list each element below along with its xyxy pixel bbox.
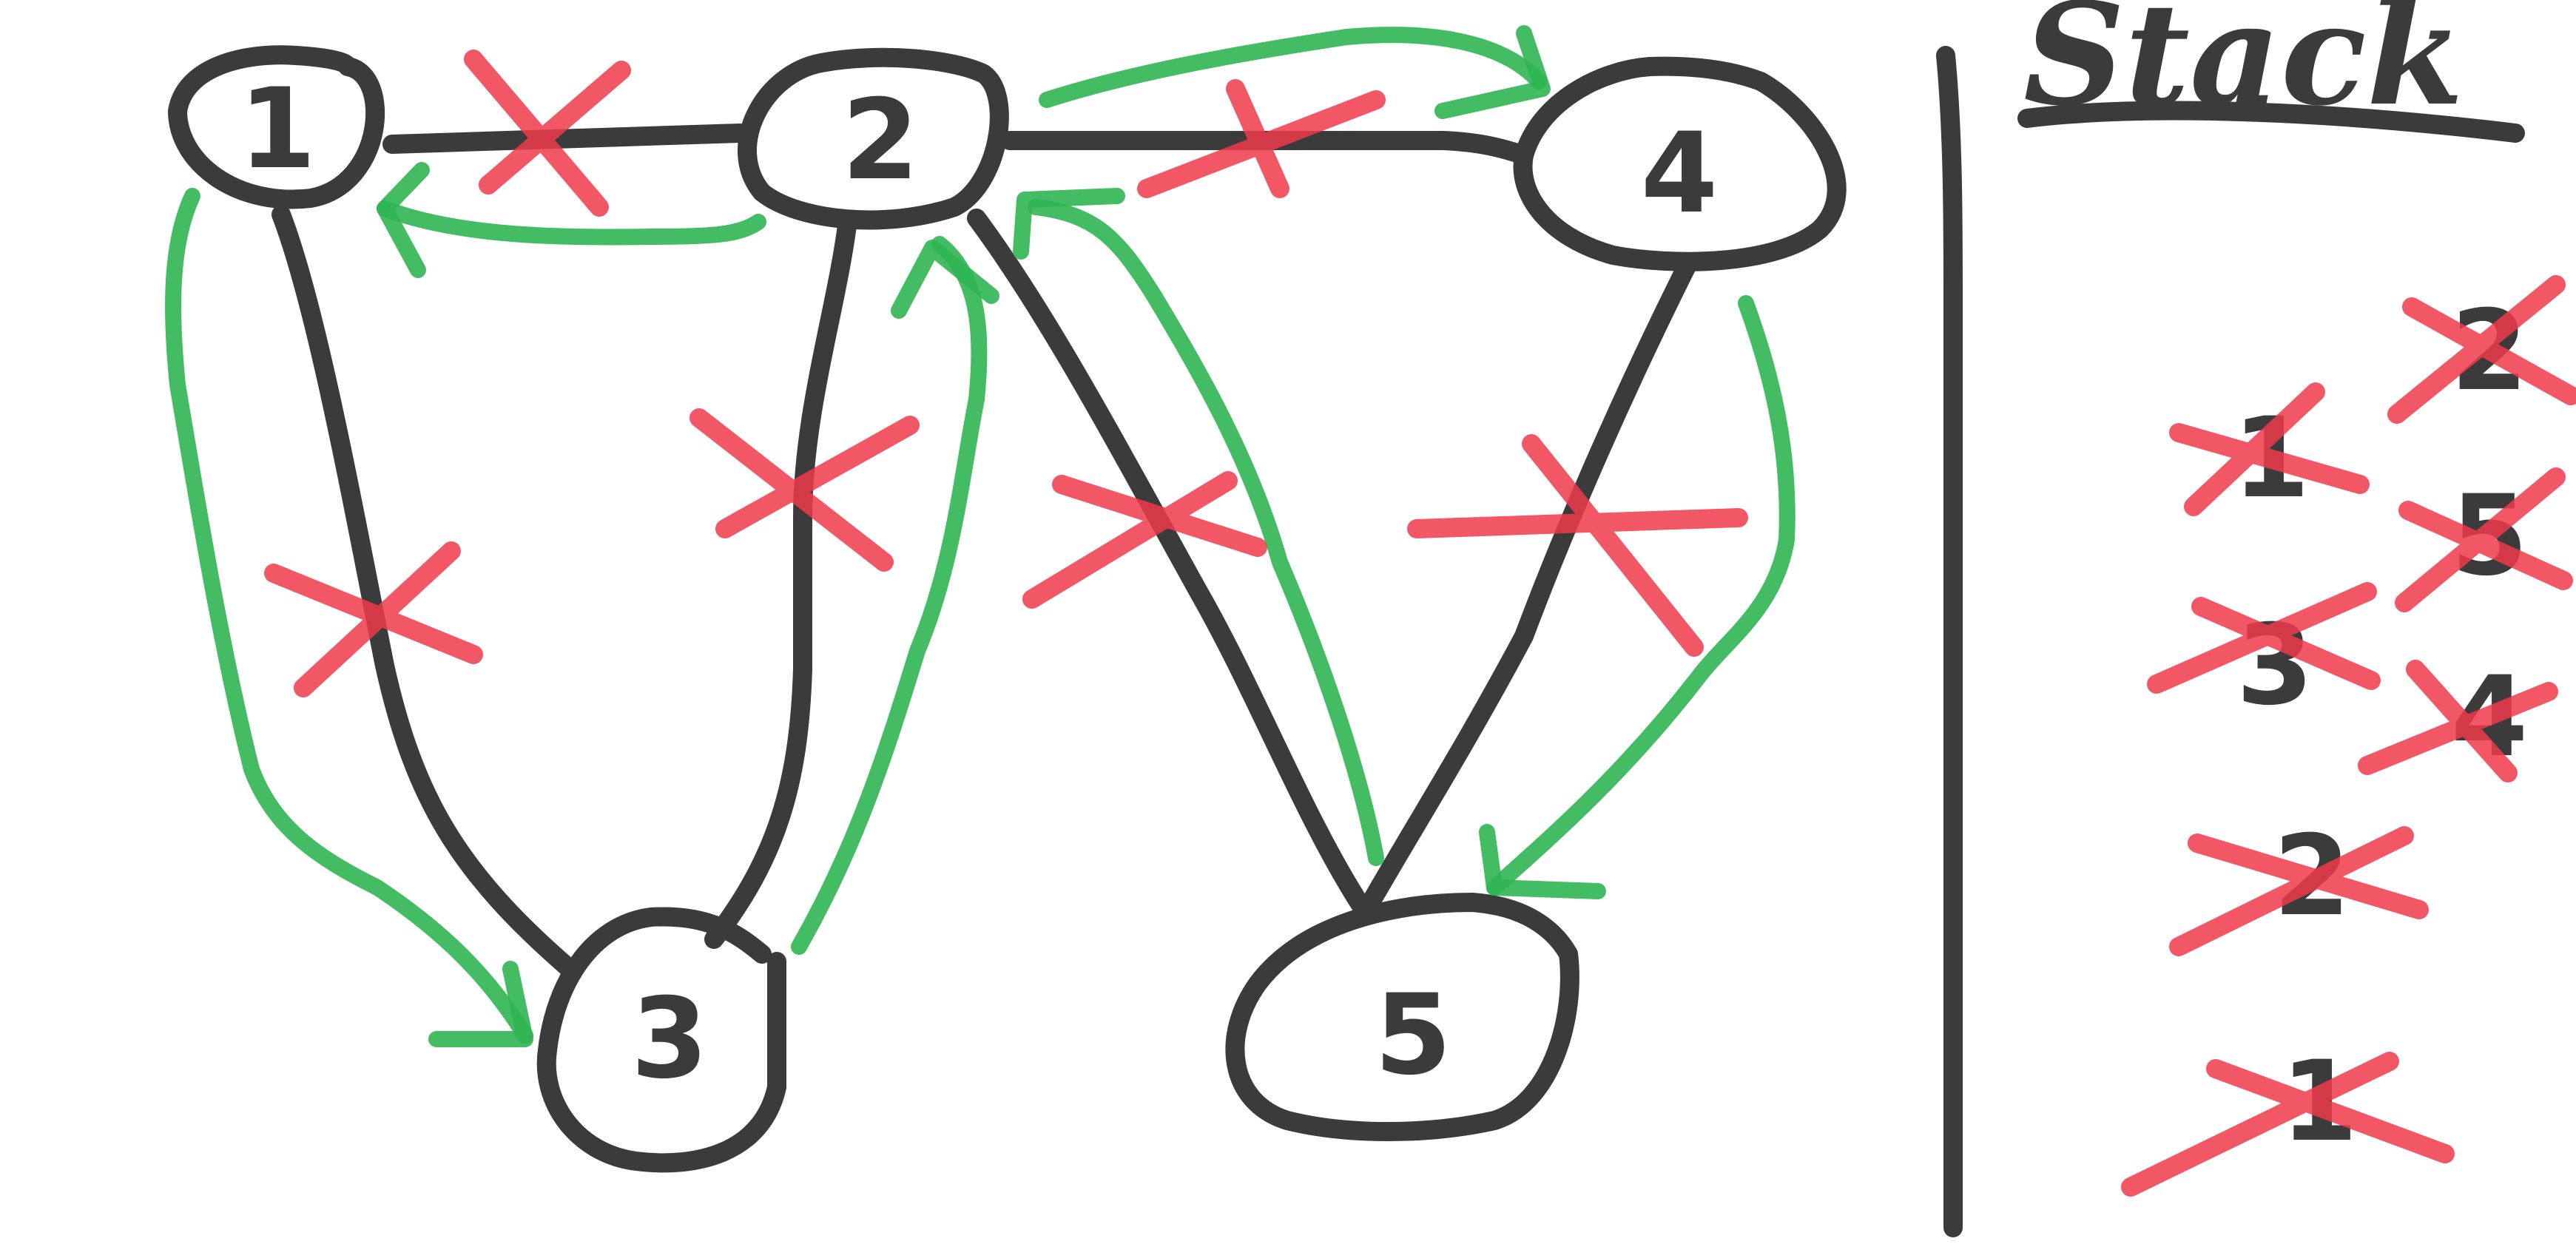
edge-1-3 bbox=[272, 205, 579, 978]
arrow-3-to-2 bbox=[791, 236, 999, 955]
graph-edges bbox=[272, 124, 1696, 978]
cross-edge-2-5 bbox=[1022, 471, 1267, 609]
stack-item-cross bbox=[2395, 467, 2573, 612]
traversal-arrows bbox=[165, 25, 1796, 1047]
cross-edge-1-3 bbox=[264, 541, 483, 697]
stack-column-left: 1 3 2 1 bbox=[2121, 382, 2455, 1197]
edge-cross-marks bbox=[264, 50, 1748, 697]
graph-nodes: 1 2 3 4 5 bbox=[168, 45, 1847, 1173]
stack-item: 2 bbox=[2169, 812, 2429, 956]
stack-item-cross bbox=[2121, 1052, 2455, 1197]
stack-item-cross bbox=[2169, 826, 2429, 956]
arrow-5-to-2 bbox=[1013, 188, 1384, 866]
cross-edge-2-4 bbox=[1137, 79, 1386, 198]
cross-edge-4-5 bbox=[1407, 434, 1748, 657]
stack-item: 3 bbox=[2147, 582, 2381, 730]
node-5: 5 bbox=[1225, 893, 1579, 1141]
node-3-label: 3 bbox=[631, 975, 708, 1103]
cross-edge-2-3 bbox=[689, 408, 920, 572]
arrow-1-to-3 bbox=[165, 188, 533, 1047]
arrow-2-to-4 bbox=[1039, 25, 1551, 119]
stack-panel: Stack 1 3 2 1 2 bbox=[2017, 0, 2576, 1197]
node-2: 2 bbox=[738, 47, 1009, 230]
stack-item: 2 bbox=[2387, 275, 2576, 424]
node-2-label: 2 bbox=[842, 76, 919, 205]
stack-item: 4 bbox=[2358, 653, 2558, 782]
node-4-label: 4 bbox=[1641, 109, 1718, 238]
cross-edge-1-2 bbox=[464, 50, 631, 217]
stack-item-cross bbox=[2387, 275, 2576, 424]
stack-divider bbox=[1936, 46, 1963, 1237]
node-5-label: 5 bbox=[1375, 971, 1451, 1100]
stack-title-underline bbox=[2017, 101, 2525, 143]
arrow-4-to-5 bbox=[1479, 295, 1796, 899]
stack-item: 1 bbox=[2121, 1038, 2455, 1197]
node-1-label: 1 bbox=[239, 65, 316, 194]
edge-2-5 bbox=[967, 209, 1371, 916]
stack-item-cross bbox=[2169, 382, 2370, 516]
node-1: 1 bbox=[168, 45, 385, 209]
stack-item: 5 bbox=[2395, 467, 2573, 612]
stack-item: 1 bbox=[2169, 382, 2370, 523]
stack-column-right: 2 5 4 bbox=[2358, 275, 2576, 782]
stack-item-cross bbox=[2358, 660, 2558, 782]
node-4: 4 bbox=[1513, 56, 1847, 271]
node-3: 3 bbox=[536, 907, 786, 1173]
edge-4-5 bbox=[1359, 257, 1696, 916]
arrow-2-to-1 bbox=[377, 162, 766, 278]
edge-1-2 bbox=[382, 124, 749, 154]
edge-2-3 bbox=[704, 216, 857, 949]
stack-item-cross bbox=[2147, 582, 2381, 694]
